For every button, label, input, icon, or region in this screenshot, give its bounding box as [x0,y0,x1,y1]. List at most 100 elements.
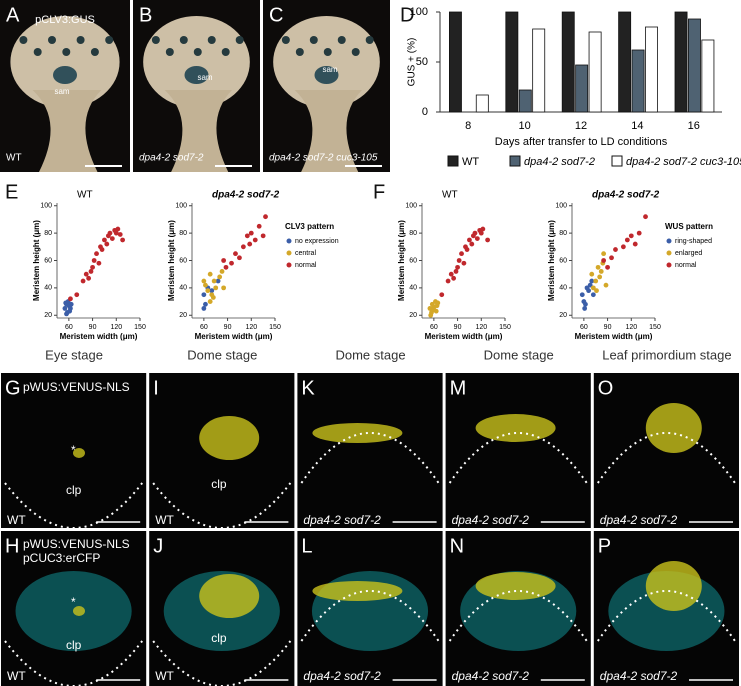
venus-signal [73,448,85,458]
data-point [96,260,102,266]
data-point [62,306,68,311]
data-point [624,237,630,243]
data-point [480,226,486,232]
data-point [428,312,434,318]
data-point [587,282,593,288]
data-point [478,230,484,236]
data-point [464,247,470,252]
legend-swatch [509,155,521,167]
y-tick-label: 100 [405,203,417,210]
gus-spot [105,36,114,44]
bar [518,89,532,113]
photo-label: sam [322,65,337,74]
data-point [597,274,603,280]
data-point [67,308,73,314]
gus-spot [76,36,85,44]
data-point [88,269,94,274]
plant-head [10,16,120,108]
data-point [263,214,268,220]
legend-label: enlarged [675,250,702,257]
venus-signal [312,581,403,601]
data-point [459,251,464,257]
y-tick-label: 100 [410,6,428,18]
x-tick-label: 150 [649,324,661,331]
data-point [445,278,451,284]
micro-label: dpa4-2 sod7-2 [452,513,530,527]
x-axis-label: Meristem width (μm) [575,332,653,341]
data-point [237,255,242,261]
y-tick-label: 40 [559,285,567,292]
gus-spot [90,48,99,56]
data-point [86,275,92,281]
data-point [203,301,208,307]
data-point [628,233,634,239]
data-point [210,295,216,300]
legend-label: normal [675,262,697,269]
data-point [247,241,253,247]
panel-letter: H [5,535,19,557]
data-point [109,236,115,241]
legend-marker [286,250,292,256]
y-tick-label: 100 [40,203,52,210]
y-tick-label: 20 [44,312,52,319]
data-point [107,230,113,236]
data-point [115,226,121,232]
photo-label: WT [6,153,22,164]
x-axis-label: Meristem width (μm) [425,332,503,341]
data-point [74,292,80,298]
data-point [636,230,642,236]
data-point [221,285,227,291]
data-point [211,278,217,284]
x-tick-label: 12 [575,120,587,132]
gus-spot [19,36,28,44]
data-point [248,230,254,236]
x-tick-label: 90 [604,324,612,331]
x-tick-label: 60 [580,324,588,331]
bar [561,11,575,113]
y-tick-label: 100 [175,203,187,210]
legend-label: no expression [295,238,339,245]
data-point [252,237,258,243]
venus-signal [475,572,556,600]
photo-label: sam [197,73,212,82]
data-point [219,269,225,274]
sam-region [314,66,339,84]
micro-label: pWUS:VENUS-NLS [23,537,130,551]
micro-label: clp [211,477,227,491]
data-point [104,241,110,247]
bar [701,39,715,113]
sam-region [184,66,209,84]
data-point [205,288,211,294]
chart-title: WT [442,190,458,201]
column-header: Dome stage [335,347,405,362]
gus-spot [179,36,188,44]
legend-marker [666,250,672,256]
panel-letter: J [153,535,163,557]
y-tick-label: 60 [559,257,567,264]
x-axis-label: Meristem width (μm) [195,332,273,341]
legend-label: central [295,250,316,257]
data-point [590,285,596,291]
data-point [217,274,223,280]
data-point [215,278,221,284]
legend-label: ring-shaped [675,238,712,245]
meristem-outline [4,482,143,529]
data-point [474,236,480,241]
x-tick-label: 120 [245,324,257,331]
data-point [201,292,207,298]
data-point [213,285,219,291]
data-point [583,301,588,307]
data-point [579,292,585,298]
data-point [439,292,445,298]
y-tick-label: 40 [179,285,187,292]
panel-letter: C [269,4,283,26]
bar [448,11,462,113]
data-point [472,230,478,236]
y-axis-label: Meristem height (μm) [32,220,41,301]
data-point [203,282,208,288]
